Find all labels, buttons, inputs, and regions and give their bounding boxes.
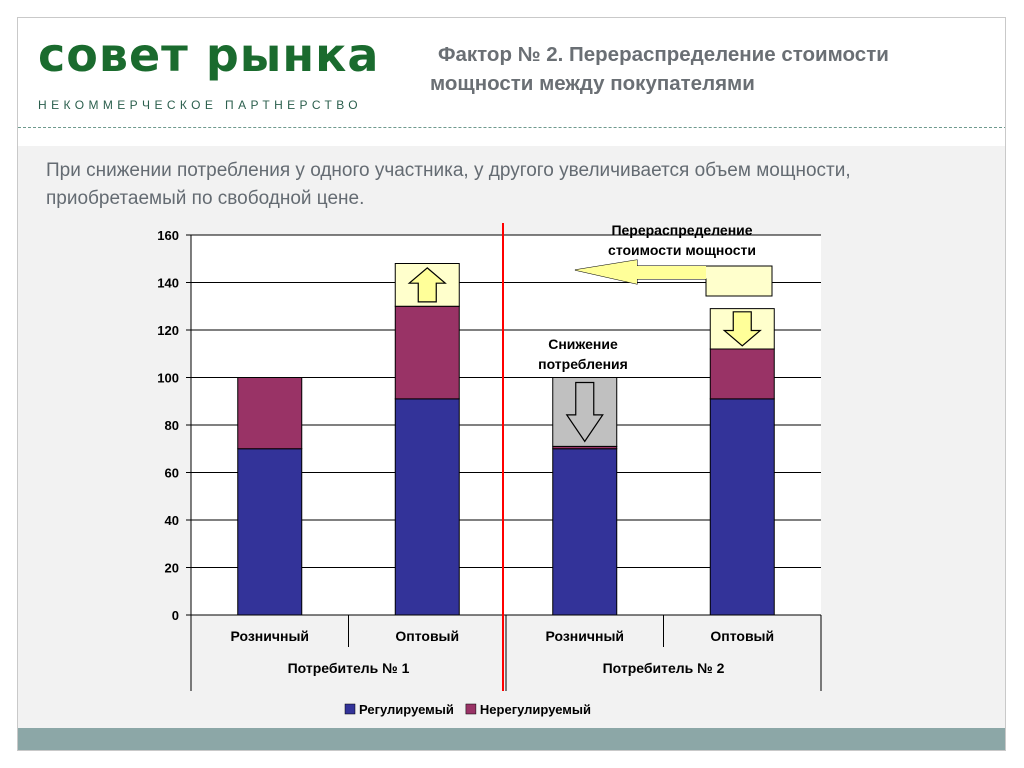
- group-label: Потребитель № 1: [288, 660, 410, 676]
- x-tick-label: Розничный: [545, 628, 624, 644]
- annotation-decrease-line1: Снижение: [548, 336, 618, 352]
- x-tick-label: Розничный: [230, 628, 309, 644]
- y-tick-label: 60: [165, 466, 179, 481]
- down-arrow-icon: [722, 311, 762, 347]
- y-tick-label: 160: [157, 228, 179, 243]
- legend-swatch: [465, 703, 477, 715]
- bar-segment: [709, 398, 775, 616]
- y-tick-label: 80: [165, 418, 179, 433]
- bar-segment: [237, 448, 303, 616]
- stacked-bar-chart: 0 20 40 60 80 100 120 140 160 Розничный Оптовый Роз…: [157, 222, 822, 717]
- x-tick-label: Оптовый: [395, 628, 459, 644]
- y-tick-label: 0: [172, 608, 179, 623]
- y-tick-label: 120: [157, 323, 179, 338]
- legend-label: Регулируемый: [359, 702, 454, 717]
- footer-bar: [18, 728, 1005, 750]
- left-arrow-fill: [575, 260, 706, 284]
- annotation-redistribution-line1: Перераспределение: [611, 222, 752, 238]
- brand-logo: совет рынка: [38, 28, 380, 82]
- down-arrow-icon: [565, 381, 604, 443]
- slide: совет рынка НЕКОММЕРЧЕСКОЕ ПАРТНЕРСТВО Ф…: [17, 17, 1006, 751]
- x-tick-label: Оптовый: [710, 628, 774, 644]
- bar-segment: [709, 348, 775, 400]
- intro-text: При снижении потребления у одного участн…: [46, 160, 851, 209]
- bar-segment: [394, 398, 460, 616]
- slide-title: Фактор № 2. Перераспределение стоимости …: [430, 43, 889, 95]
- bar-segment: [552, 448, 618, 616]
- legend-swatch: [344, 703, 356, 715]
- bar-segment: [237, 377, 303, 450]
- y-tick-label: 100: [157, 371, 179, 386]
- y-tick-label: 40: [165, 513, 179, 528]
- group-label: Потребитель № 2: [603, 660, 725, 676]
- brand-subtitle: НЕКОММЕРЧЕСКОЕ ПАРТНЕРСТВО: [38, 98, 362, 112]
- bar-segment: [394, 305, 460, 400]
- y-tick-label: 20: [165, 561, 179, 576]
- header-divider: [18, 127, 1005, 128]
- annotation-decrease-line2: потребления: [538, 356, 628, 372]
- up-arrow-icon: [407, 267, 447, 303]
- annotation-redistribution-line2: стоимости мощности: [608, 242, 756, 258]
- y-tick-label: 140: [157, 276, 179, 291]
- legend-label: Нерегулируемый: [480, 702, 591, 717]
